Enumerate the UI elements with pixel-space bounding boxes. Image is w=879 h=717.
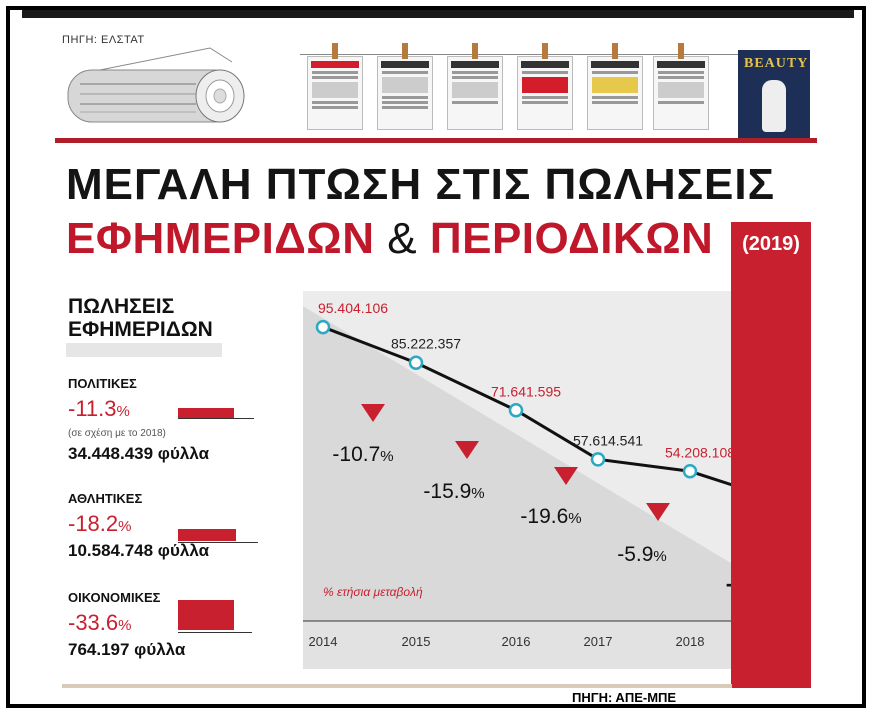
x-tick-label: 2015: [402, 634, 431, 649]
newspaper-icon: [307, 43, 363, 130]
magazine-title: BEAUTY: [744, 56, 809, 71]
data-point: [408, 355, 424, 370]
year-2019-band: [731, 222, 811, 688]
year-badge: (2019): [742, 233, 800, 255]
category-change-percent: %: [118, 617, 132, 634]
category-change-percent: %: [116, 403, 130, 420]
newspaper-icon: [377, 43, 433, 130]
value-label: 71.641.595: [491, 383, 561, 399]
bottom-rule: [62, 684, 732, 688]
annual-change-label: -19.6%: [520, 505, 581, 528]
sales-series-line: [322, 325, 731, 487]
category-bar-baseline: [178, 632, 252, 633]
newspaper-icon: [653, 43, 709, 130]
clothesline: [300, 54, 740, 55]
headline-magazines: ΠΕΡΙΟΔΙΚΩΝ: [429, 214, 714, 263]
category-name: ΑΘΛΗΤΙΚΕΣ: [68, 491, 143, 506]
annual-change-label: -10.7%: [332, 443, 393, 466]
category-change: -33.6%: [68, 610, 132, 636]
decline-triangle-icon: [455, 441, 479, 459]
newspaper-roll-icon: [67, 47, 245, 123]
source-bottom: ΠΗΓΗ: ΑΠΕ-ΜΠΕ: [572, 690, 677, 705]
headline-line1: ΜΕΓΑΛΗ ΠΤΩΣΗ ΣΤΙΣ ΠΩΛΗΣΕΙΣ: [66, 160, 776, 209]
red-divider: [55, 138, 817, 143]
category-note: (σε σχέση με το 2018): [68, 428, 166, 439]
data-point: [590, 452, 606, 467]
annual-change-label: -13.7%: [726, 571, 731, 596]
magazine-figure: [762, 80, 786, 132]
category-sheets: 34.448.439 φύλλα: [68, 444, 210, 463]
value-label: 57.614.541: [573, 432, 643, 448]
x-tick-label: 2016: [502, 634, 531, 649]
decline-triangle-icon: [554, 467, 578, 485]
category-change-value: -33.6: [68, 610, 119, 635]
category-name: ΟΙΚΟΝΟΜΙΚΕΣ: [68, 590, 161, 605]
change-caption: % ετήσια μεταβολή: [323, 585, 423, 599]
magazine-cover-icon: BEAUTY: [738, 50, 810, 140]
category-change-percent: %: [118, 518, 132, 535]
sales-line-chart: 95.404.106 85.222.357 71.641.595 57.614.541…: [303, 291, 731, 669]
newspaper-icon: [517, 43, 573, 130]
newspaper-icon: [447, 43, 503, 130]
value-label: 85.222.357: [391, 336, 461, 352]
category-change-value: -11.3: [68, 396, 117, 421]
data-point: [508, 403, 524, 418]
category-change-bar: [178, 408, 234, 419]
category-sheets: 764.197 φύλλα: [68, 640, 186, 659]
category-change-bar: [178, 529, 236, 541]
category-name: ΠΟΛΙΤΙΚΕΣ: [68, 376, 137, 391]
newspaper-icon: [587, 43, 643, 130]
decline-triangle-icon: [361, 404, 385, 422]
source-top: ΠΗΓΗ: ΕΛΣΤΑΤ: [62, 34, 145, 46]
x-tick-label: 2017: [584, 634, 613, 649]
annual-change-label: -5.9%: [617, 543, 667, 566]
decline-triangle-icon: [646, 503, 670, 521]
category-sheets: 10.584.748 φύλλα: [68, 541, 210, 560]
headline-newspapers: ΕΦΗΜΕΡΙΔΩΝ: [66, 214, 375, 263]
category-change-value: -18.2: [68, 511, 119, 536]
category-change: -18.2%: [68, 511, 132, 537]
category-change-bar: [178, 600, 234, 630]
headline-ampersand: &: [387, 214, 418, 263]
x-tick-label: 2014: [309, 634, 338, 649]
value-label: 95.404.106: [318, 300, 388, 316]
top-rule: [22, 10, 854, 18]
x-tick-label: 2018: [676, 634, 705, 649]
headline-line2: ΕΦΗΜΕΡΙΔΩΝ & ΠΕΡΙΟΔΙΚΩΝ: [66, 214, 713, 264]
value-label: 54.208.108: [665, 444, 731, 460]
category-bar-baseline: [178, 542, 258, 543]
chart-axis-band: [303, 621, 731, 669]
category-change: -11.3%: [68, 396, 130, 422]
category-bar-baseline: [178, 418, 254, 419]
left-panel-title: ΠΩΛΗΣΕΙΣ ΕΦΗΜΕΡΙΔΩΝ: [68, 295, 213, 341]
data-point: [682, 464, 698, 479]
left-panel-underline: [66, 343, 222, 357]
annual-change-label: -15.9%: [423, 480, 484, 503]
data-point: [315, 319, 331, 335]
